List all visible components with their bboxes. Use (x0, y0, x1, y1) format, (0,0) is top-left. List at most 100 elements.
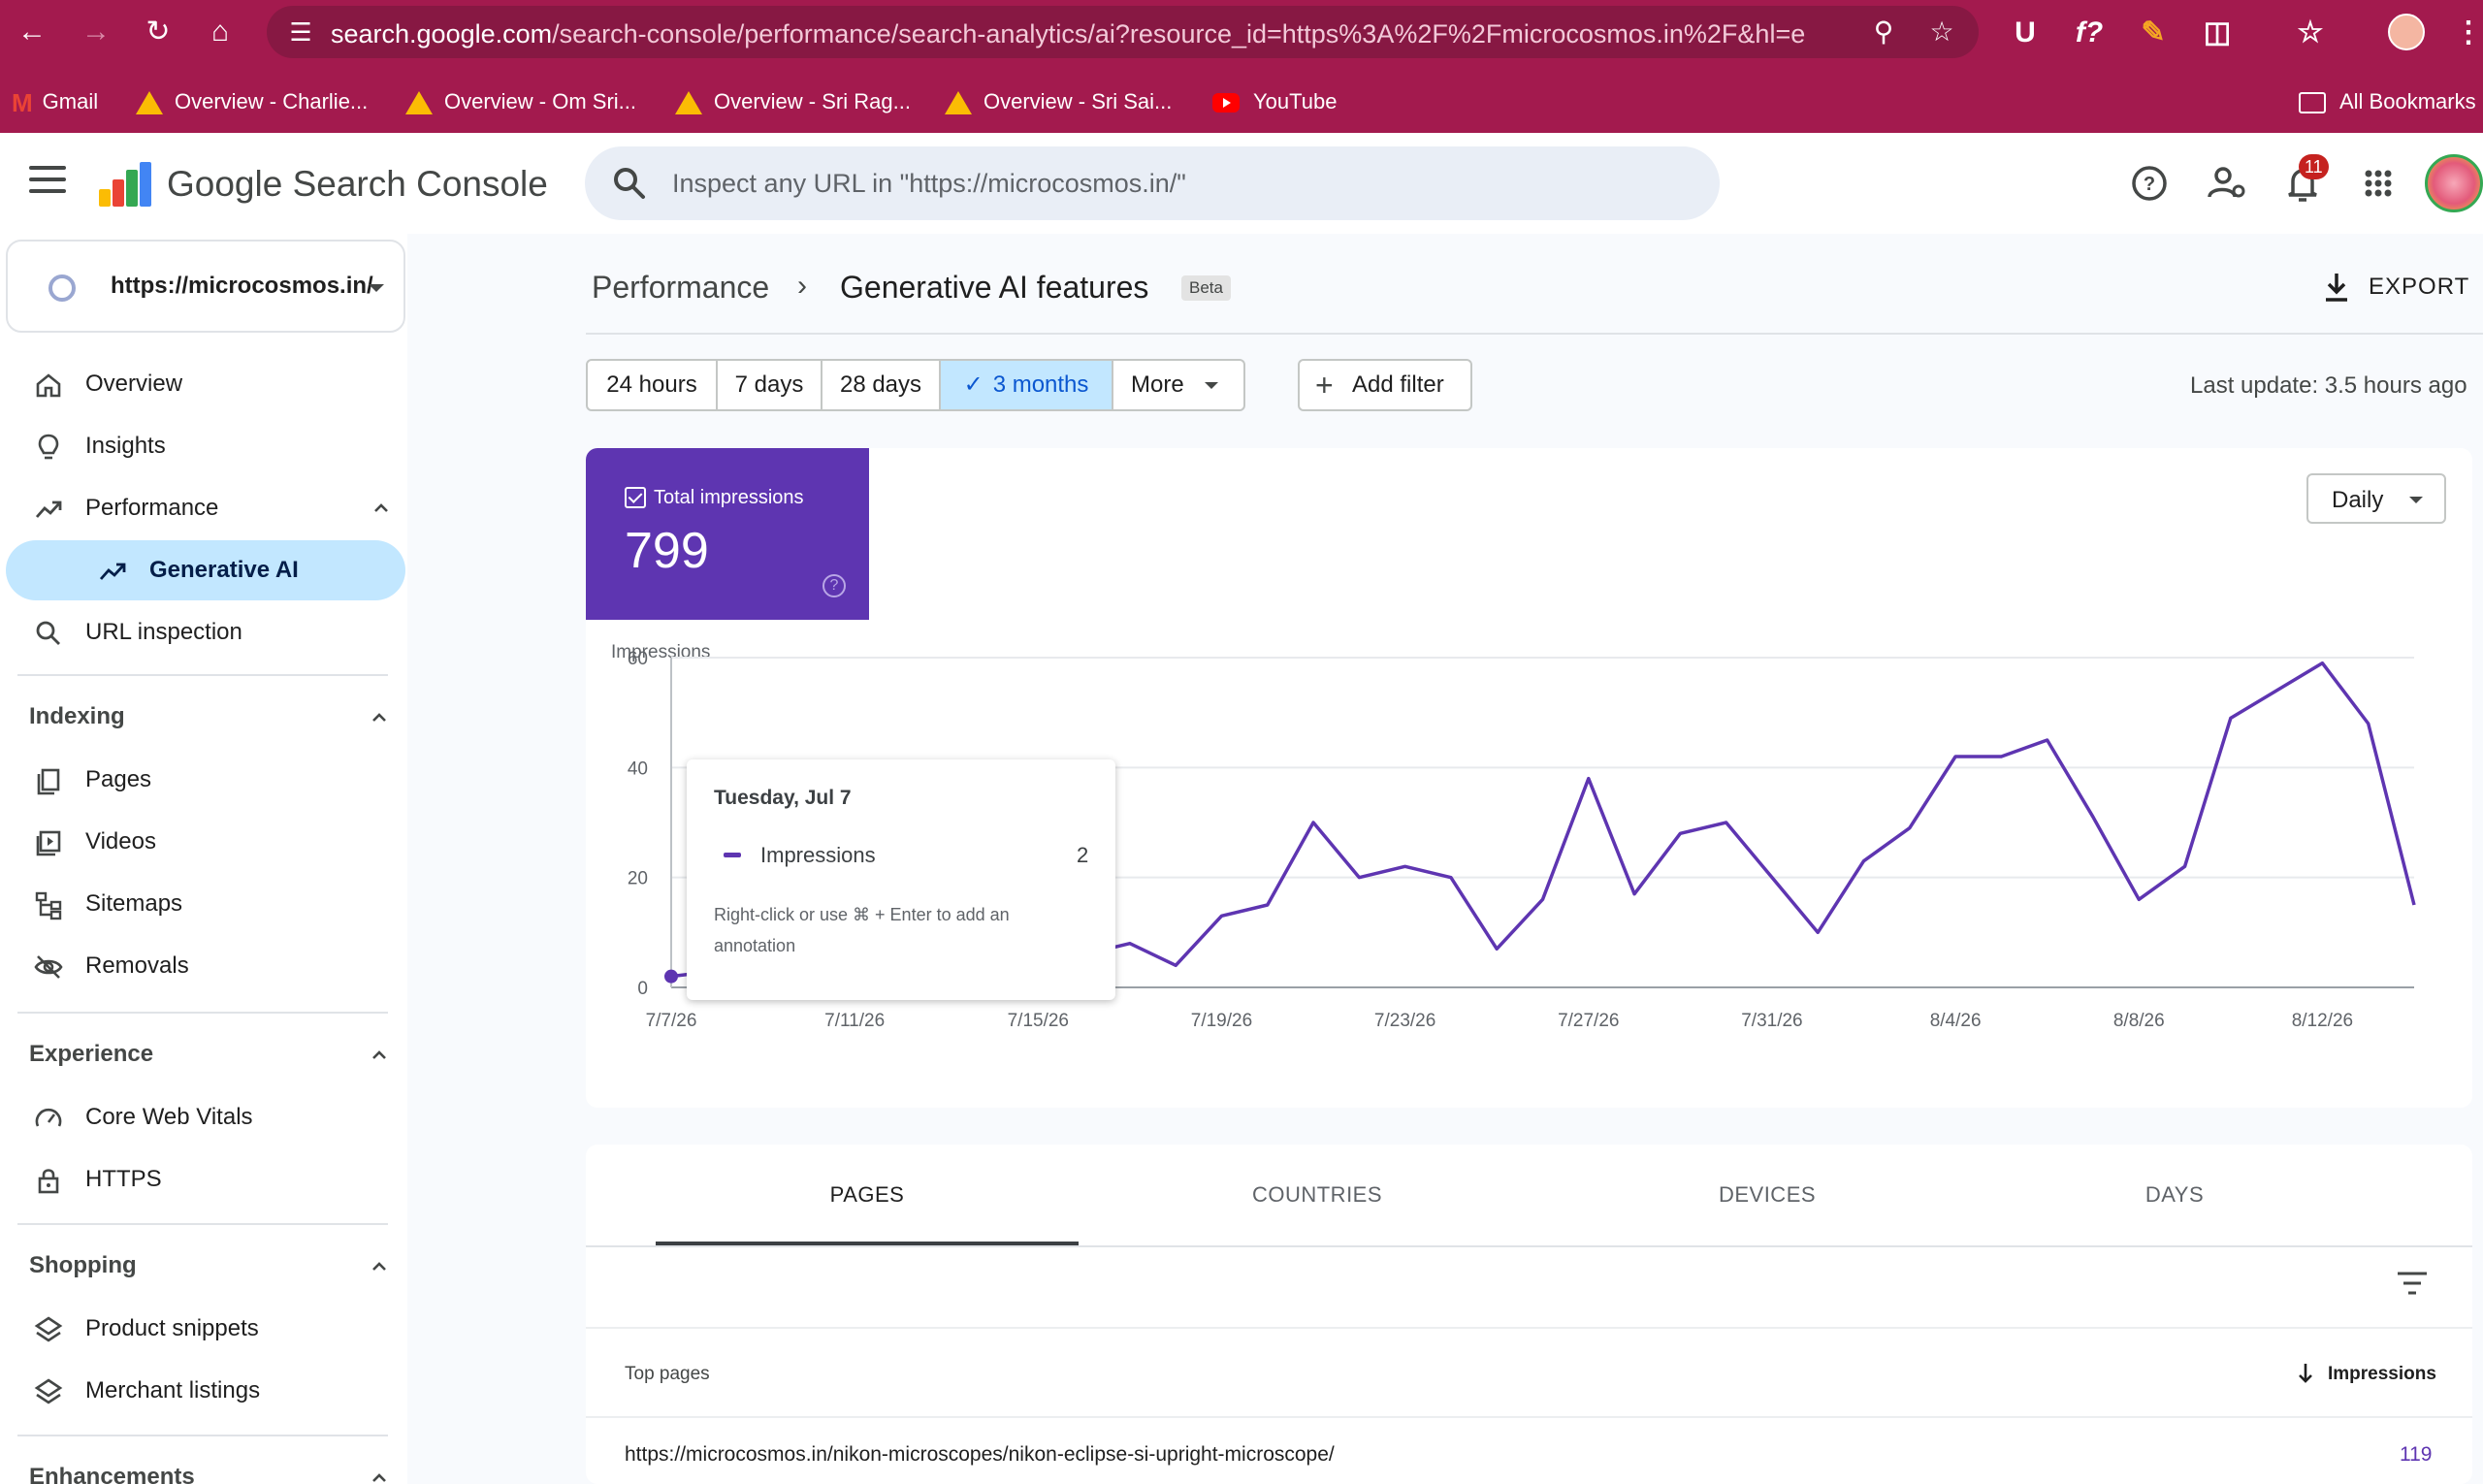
sidebar-item-generative-ai[interactable]: Generative AI (6, 540, 405, 600)
section-shopping[interactable]: Shopping (0, 1237, 407, 1291)
granularity-dropdown[interactable]: Daily (2306, 473, 2446, 524)
extension-pen-icon[interactable]: ✎ (2141, 16, 2166, 48)
metric-label: Total impressions (654, 487, 804, 508)
metric-total-impressions[interactable]: Total impressions 799 ? (586, 448, 869, 620)
manage-users-icon[interactable] (2204, 160, 2250, 207)
chip-28-days[interactable]: 28 days (821, 359, 941, 411)
lightbulb-icon (38, 434, 59, 460)
sidebar-item-pages[interactable]: Pages (6, 750, 405, 810)
sidebar-divider (17, 674, 388, 676)
chip-24-hours[interactable]: 24 hours (586, 359, 718, 411)
visibility-off-icon (34, 955, 63, 979)
series-swatch (724, 853, 741, 857)
home-icon[interactable]: ⌂ (210, 16, 230, 48)
x-tick-label: 8/8/26 (2113, 1011, 2165, 1031)
section-experience[interactable]: Experience (0, 1025, 407, 1080)
tooltip-date: Tuesday, Jul 7 (714, 787, 852, 809)
sidebar-item-performance[interactable]: Performance (6, 478, 405, 538)
chevron-up-icon (372, 1473, 386, 1482)
bookmark-overview-sri-rag[interactable]: Overview - Sri Rag... (675, 85, 911, 118)
tooltip-series-name: Impressions (760, 843, 876, 867)
sidebar-item-sitemaps[interactable]: Sitemaps (6, 874, 405, 934)
reload-icon[interactable]: ↻ (145, 16, 171, 48)
bookmark-gmail[interactable]: M Gmail (12, 88, 99, 118)
notifications-button[interactable]: 11 (2279, 154, 2329, 207)
tab-days[interactable]: DAYS (2144, 1182, 2205, 1207)
hovered-data-point (664, 969, 678, 984)
tab-devices[interactable]: DEVICES (1718, 1182, 1817, 1207)
column-header-impressions[interactable]: Impressions (2328, 1364, 2436, 1384)
active-tab-indicator (656, 1242, 1079, 1245)
chip-3-months[interactable]: ✓ 3 months (939, 359, 1113, 411)
search-console-logo (99, 162, 151, 207)
sidebar-item-https[interactable]: HTTPS (6, 1149, 405, 1210)
help-icon[interactable]: ? (2126, 160, 2173, 207)
breadcrumb-performance-link[interactable]: Performance (592, 270, 770, 305)
youtube-icon (1212, 93, 1240, 113)
section-indexing[interactable]: Indexing (0, 688, 407, 742)
sidebar-item-url-inspection[interactable]: URL inspection (6, 602, 405, 662)
bookmark-overview-om-sri[interactable]: Overview - Om Sri... (405, 85, 636, 118)
chip-7-days[interactable]: 7 days (716, 359, 822, 411)
y-tick-label: 0 (637, 979, 648, 999)
y-tick-label: 60 (628, 649, 648, 669)
apps-grid-icon[interactable] (2355, 160, 2402, 207)
tabs-divider (586, 1245, 2472, 1247)
forward-icon[interactable]: → (81, 16, 111, 48)
layers-icon (34, 1378, 63, 1404)
reading-list-icon[interactable]: ☆ (2297, 16, 2324, 48)
search-icon (614, 168, 645, 199)
extensions-puzzle-icon[interactable]: ◫ (2203, 16, 2232, 48)
url-inspect-search[interactable] (585, 146, 1720, 220)
chart-tooltip: Tuesday, Jul 7 Impressions 2 Right-click… (687, 759, 1115, 1000)
bookmark-youtube[interactable]: YouTube (1212, 85, 1337, 118)
search-input[interactable] (672, 146, 1681, 220)
all-bookmarks[interactable]: All Bookmarks (2299, 85, 2476, 118)
add-filter-button[interactable]: + Add filter (1298, 359, 1472, 411)
extension-fx-icon[interactable]: f? (2075, 16, 2104, 48)
browser-toolbar: ← → ↻ ⌂ ☰ search.google.com/search-conso… (0, 0, 2483, 64)
sort-arrow-down-icon[interactable] (2295, 1360, 2316, 1387)
search-icon (36, 621, 60, 645)
chevron-up-icon[interactable] (372, 500, 390, 517)
chevron-right-icon: › (797, 270, 807, 302)
google-ads-icon (405, 91, 433, 115)
address-bar[interactable]: ☰ search.google.com/search-console/perfo… (267, 6, 1979, 58)
extension-u-icon[interactable]: U (2015, 16, 2036, 48)
section-enhancements[interactable]: Enhancements (0, 1448, 407, 1484)
help-icon[interactable]: ? (822, 574, 846, 597)
back-icon[interactable]: ← (17, 16, 47, 48)
browser-menu-icon[interactable]: ⋮ (2454, 16, 2483, 48)
sidebar-item-core-web-vitals[interactable]: Core Web Vitals (6, 1087, 405, 1147)
google-ads-icon (136, 91, 163, 115)
account-avatar[interactable] (2425, 154, 2483, 212)
tab-pages[interactable]: PAGES (829, 1182, 905, 1207)
sidebar-item-videos[interactable]: Videos (6, 812, 405, 872)
header-divider (586, 333, 2483, 335)
bookmark-overview-sri-sai[interactable]: Overview - Sri Sai... (945, 85, 1172, 118)
sidebar-item-overview[interactable]: Overview (6, 354, 405, 414)
layers-icon (34, 1316, 63, 1342)
folder-icon (2299, 92, 2326, 114)
filter-rows-icon[interactable] (2396, 1269, 2429, 1298)
browser-profile-avatar[interactable] (2388, 14, 2425, 50)
sidebar-item-merchant-listings[interactable]: Merchant listings (6, 1361, 405, 1421)
notification-badge: 11 (2299, 154, 2329, 179)
bookmark-overview-charlie[interactable]: Overview - Charlie... (136, 85, 368, 118)
sidebar-item-product-snippets[interactable]: Product snippets (6, 1299, 405, 1359)
table-row-impressions: 119 (2400, 1443, 2433, 1466)
table-row-url[interactable]: https://microcosmos.in/nikon-microscopes… (625, 1443, 1335, 1466)
export-button[interactable]: EXPORT (2320, 266, 2468, 312)
tab-countries[interactable]: COUNTRIES (1251, 1182, 1383, 1207)
zoom-icon[interactable]: ⚲ (1873, 16, 1894, 47)
sidebar-item-insights[interactable]: Insights (6, 416, 405, 476)
url-text[interactable]: search.google.com/search-console/perform… (331, 19, 1805, 49)
property-selector[interactable]: https://microcosmos.in/ (6, 240, 405, 333)
metric-checkbox[interactable] (625, 487, 646, 508)
bookmark-star-icon[interactable]: ☆ (1929, 16, 1954, 47)
x-tick-label: 7/11/26 (824, 1011, 885, 1031)
chip-more[interactable]: More (1112, 359, 1245, 411)
menu-icon[interactable] (29, 166, 66, 195)
site-settings-icon[interactable]: ☰ (289, 17, 312, 47)
sidebar-item-removals[interactable]: Removals (6, 936, 405, 996)
